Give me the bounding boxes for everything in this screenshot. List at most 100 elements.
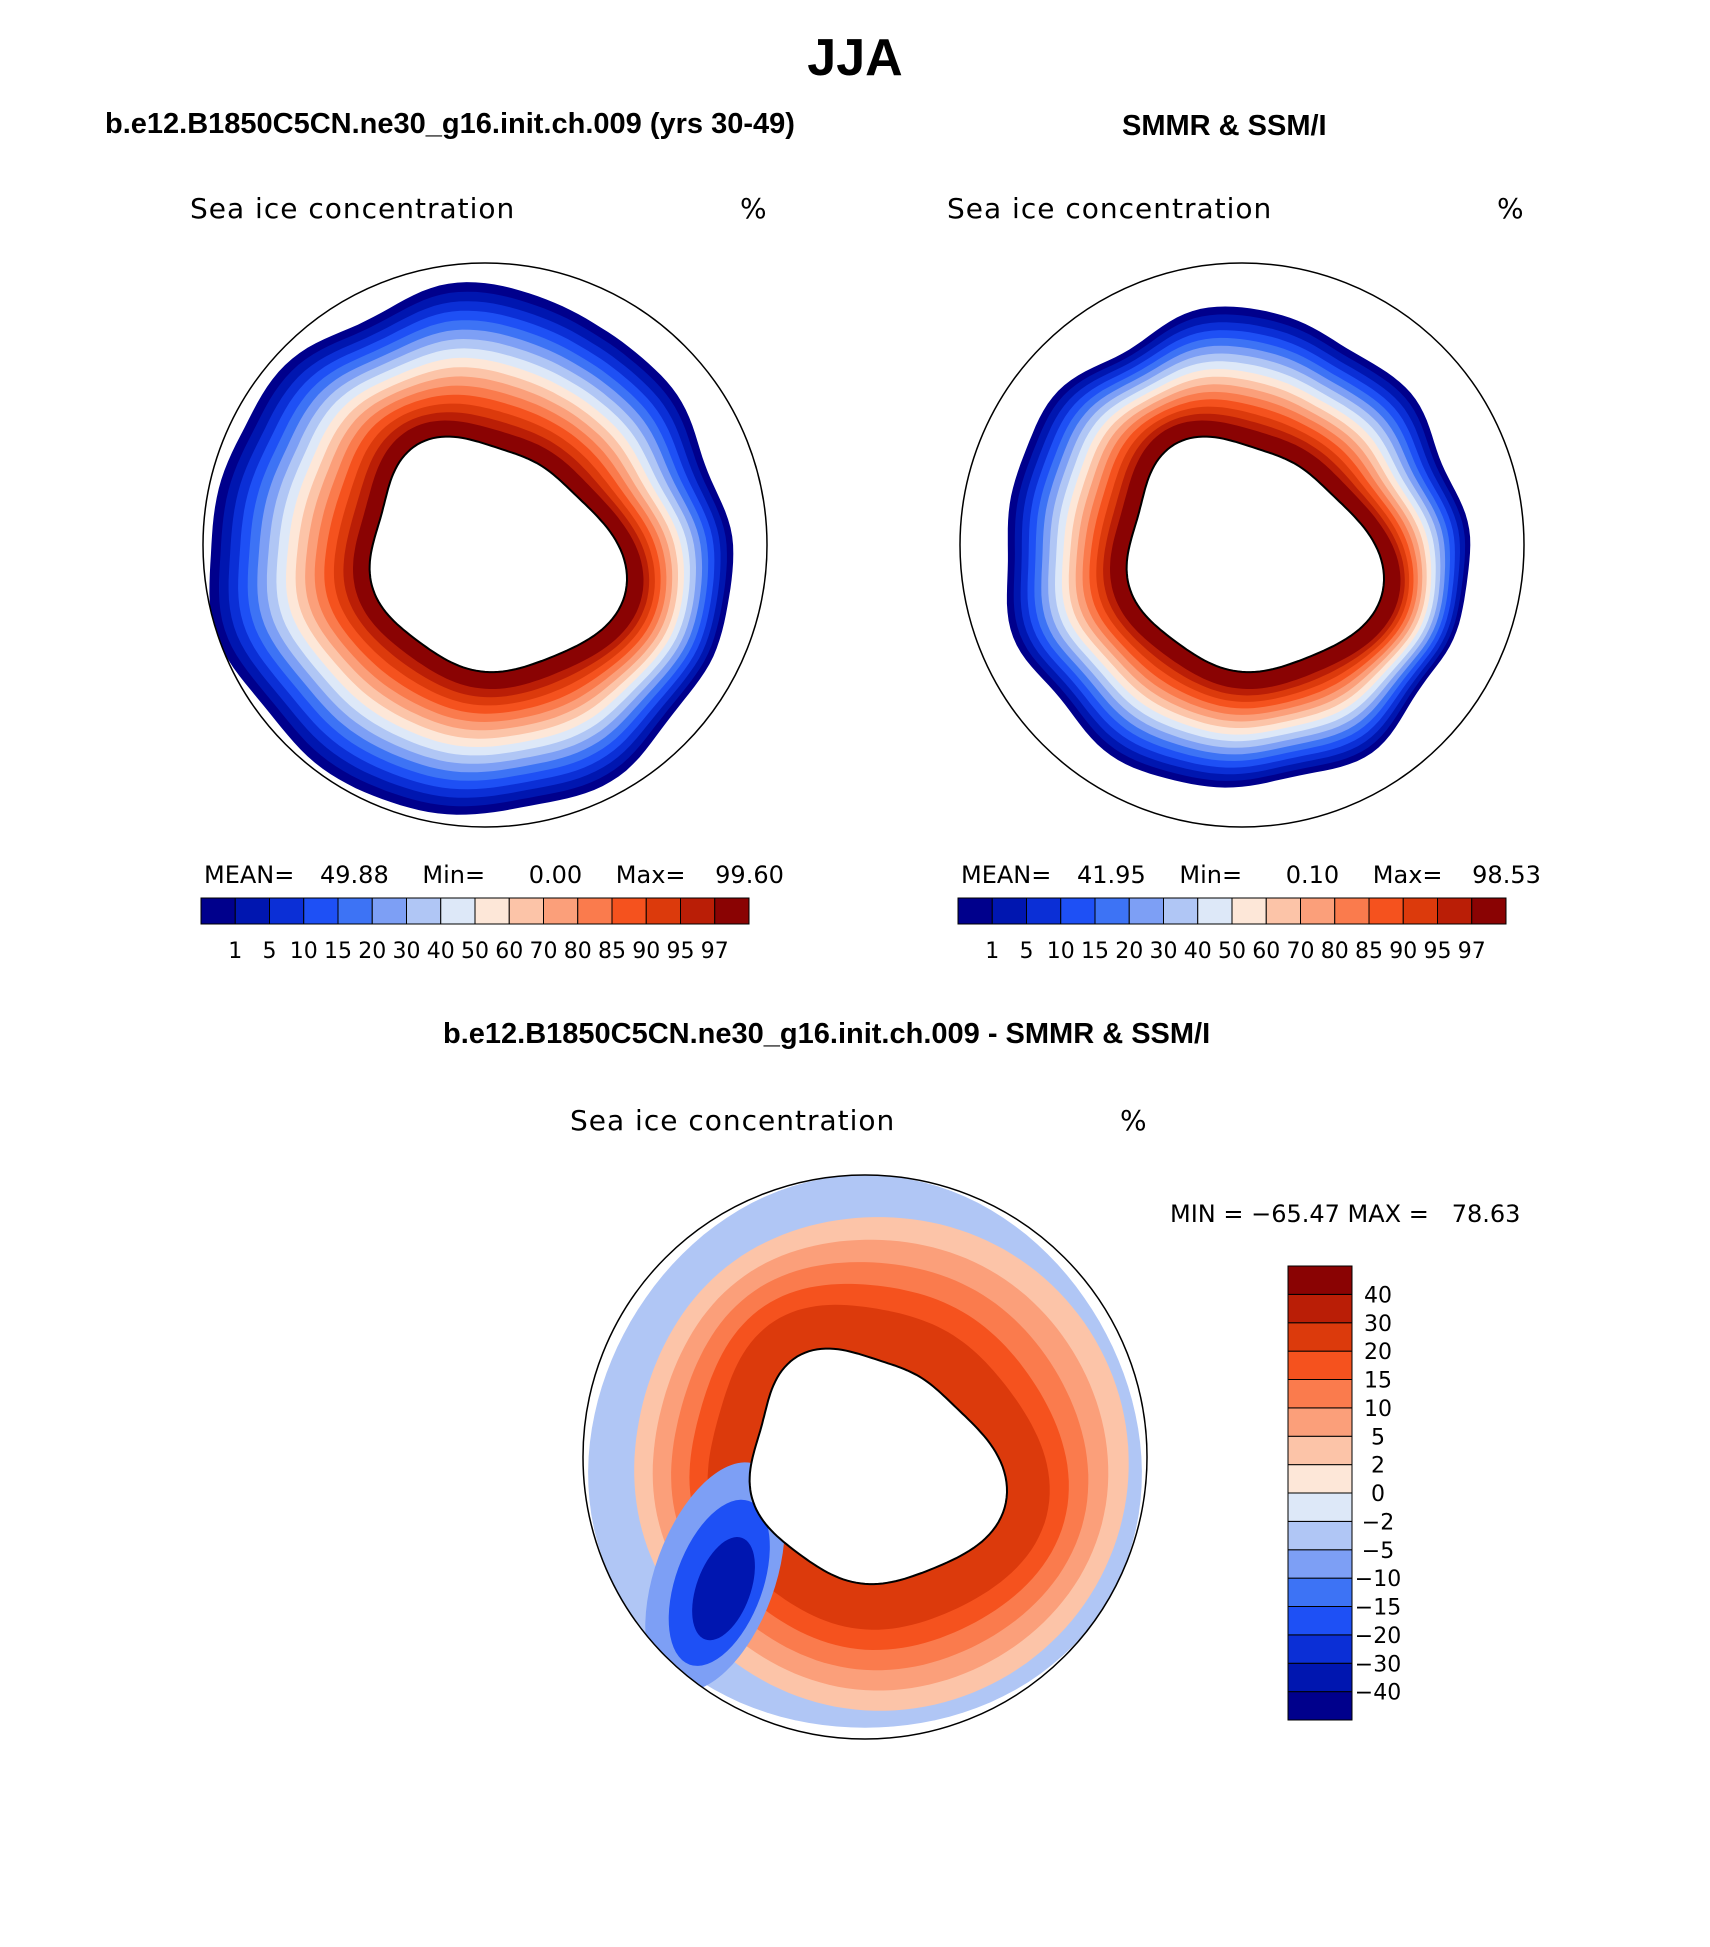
obs-colorbar-tick-label: 97 [1458,939,1486,964]
diff-colorbar-tick-label: 2 [1371,1454,1385,1479]
model-colorbar-tick-label: 50 [461,939,489,964]
obs-units-label: % [1497,192,1525,225]
obs-colorbar-tick-label: 5 [1020,939,1034,964]
diff-colorbar-tick-label: −5 [1362,1539,1394,1564]
diff-colorbar-box [1287,1520,1353,1551]
diff-map-border [582,1174,1148,1740]
obs-colorbar-box [1060,897,1096,925]
model-panel-title: b.e12.B1850C5CN.ne30_g16.init.ch.009 (yr… [105,108,795,140]
model-units-label: % [740,192,768,225]
diff-colorbar-tick-label: 0 [1371,1482,1385,1507]
model-colorbar-box [645,897,681,925]
model-colorbar-box [714,897,750,925]
model-colorbar-box [269,897,305,925]
obs-max-label: Max= [1372,861,1443,889]
model-colorbar-box [680,897,716,925]
figure-title: JJA [807,29,903,87]
diff-colorbar-tick-label: 20 [1364,1340,1392,1365]
model-colorbar-box [611,897,647,925]
diff-colorbar-tick-label: 30 [1364,1312,1392,1337]
model-colorbar-box [303,897,339,925]
diff-colorbar-box [1287,1634,1353,1664]
obs-colorbar-box [1231,897,1267,925]
obs-colorbar-tick-label: 15 [1081,939,1109,964]
obs-colorbar-tick-label: 90 [1389,939,1417,964]
diff-colorbar-box [1287,1407,1353,1437]
diff-colorbar-tick-label: −2 [1362,1510,1394,1535]
diff-colorbar-tick-label: −30 [1355,1652,1401,1677]
obs-colorbar-box [991,897,1027,925]
model-max-value: 99.60 [715,861,784,889]
model-mean-value: 49.88 [320,861,389,889]
model-colorbar-tick-label: 15 [324,939,352,964]
model-colorbar-box [508,897,544,925]
obs-colorbar-tick-label: 60 [1252,939,1280,964]
model-colorbar-box [234,897,270,925]
model-max-label: Max= [615,861,686,889]
model-colorbar-tick-label: 95 [667,939,695,964]
diff-colorbar-tick-label: 40 [1364,1283,1392,1308]
model-colorbar-box [337,897,373,925]
obs-map-border [959,262,1525,828]
obs-colorbar-box [1128,897,1164,925]
diff-colorbar-box [1287,1691,1353,1721]
diff-antarctica [748,1347,1009,1586]
model-colorbar-box [371,897,407,925]
obs-colorbar: 1 5 10 15 20 30 40 50 60 70 80 85 90 95 97 [957,897,1507,964]
obs-colorbar-tick-label: 40 [1184,939,1212,964]
diff-minmax: MIN = −65.47 MAX = 78.63 [1170,1200,1521,1228]
obs-colorbar-box [1163,897,1199,925]
diff-colorbar-box [1287,1350,1353,1380]
model-colorbar-tick-label: 97 [701,939,729,964]
diff-colorbar-box [1287,1322,1353,1352]
model-min-label: Min= [422,861,486,889]
model-colorbar-tick-label: 20 [358,939,386,964]
model-variable-label: Sea ice concentration [190,192,516,225]
diff-panel-title: b.e12.B1850C5CN.ne30_g16.init.ch.009 - S… [443,1018,1211,1050]
model-colorbar-tick-label: 10 [290,939,318,964]
obs-map [959,262,1525,828]
obs-colorbar-box [1197,897,1233,925]
obs-variable-label: Sea ice concentration [947,192,1273,225]
model-colorbar-tick-label: 80 [564,939,592,964]
obs-colorbar-box [1334,897,1370,925]
model-colorbar-box [577,897,613,925]
diff-colorbar-tick-label: −15 [1355,1596,1401,1621]
diff-units-label: % [1120,1104,1148,1137]
obs-min-value: 0.10 [1285,861,1340,889]
obs-antarctica [1125,435,1386,674]
model-colorbar-box [474,897,510,925]
model-colorbar-box [543,897,579,925]
diff-colorbar-box [1287,1265,1353,1295]
model-colorbar-tick-label: 85 [598,939,626,964]
diff-colorbar-box [1287,1662,1353,1693]
diff-colorbar-box [1287,1435,1353,1466]
obs-colorbar-tick-label: 30 [1150,939,1178,964]
diff-colorbar-tick-label: 10 [1364,1397,1392,1422]
obs-colorbar-box [1471,897,1507,925]
obs-colorbar-tick-label: 10 [1047,939,1075,964]
obs-colorbar-tick-label: 85 [1355,939,1383,964]
obs-stats: MEAN= 41.95 Min= 0.10 Max= 98.53 [961,861,1541,889]
model-colorbar-tick-label: 1 [228,939,242,964]
obs-colorbar-tick-label: 70 [1287,939,1315,964]
obs-max-value: 98.53 [1472,861,1541,889]
model-colorbar-box [200,897,236,925]
diff-colorbar-box [1287,1549,1353,1579]
model-colorbar-box [440,897,476,925]
model-colorbar-tick-label: 5 [263,939,277,964]
diff-colorbar-tick-label: 5 [1371,1425,1385,1450]
diff-map [582,1174,1148,1740]
diff-colorbar-tick-label: −40 [1355,1681,1401,1706]
diff-colorbar-box [1287,1464,1353,1494]
obs-colorbar-box [1437,897,1473,925]
obs-colorbar-box [1402,897,1438,925]
model-min-value: 0.00 [528,861,583,889]
model-colorbar-tick-label: 70 [530,939,558,964]
obs-colorbar-tick-label: 1 [985,939,999,964]
obs-colorbar-box [1094,897,1130,925]
model-mean-label: MEAN= [204,861,295,889]
diff-colorbar-tick-label: 15 [1364,1369,1392,1394]
model-colorbar-box [406,897,442,925]
